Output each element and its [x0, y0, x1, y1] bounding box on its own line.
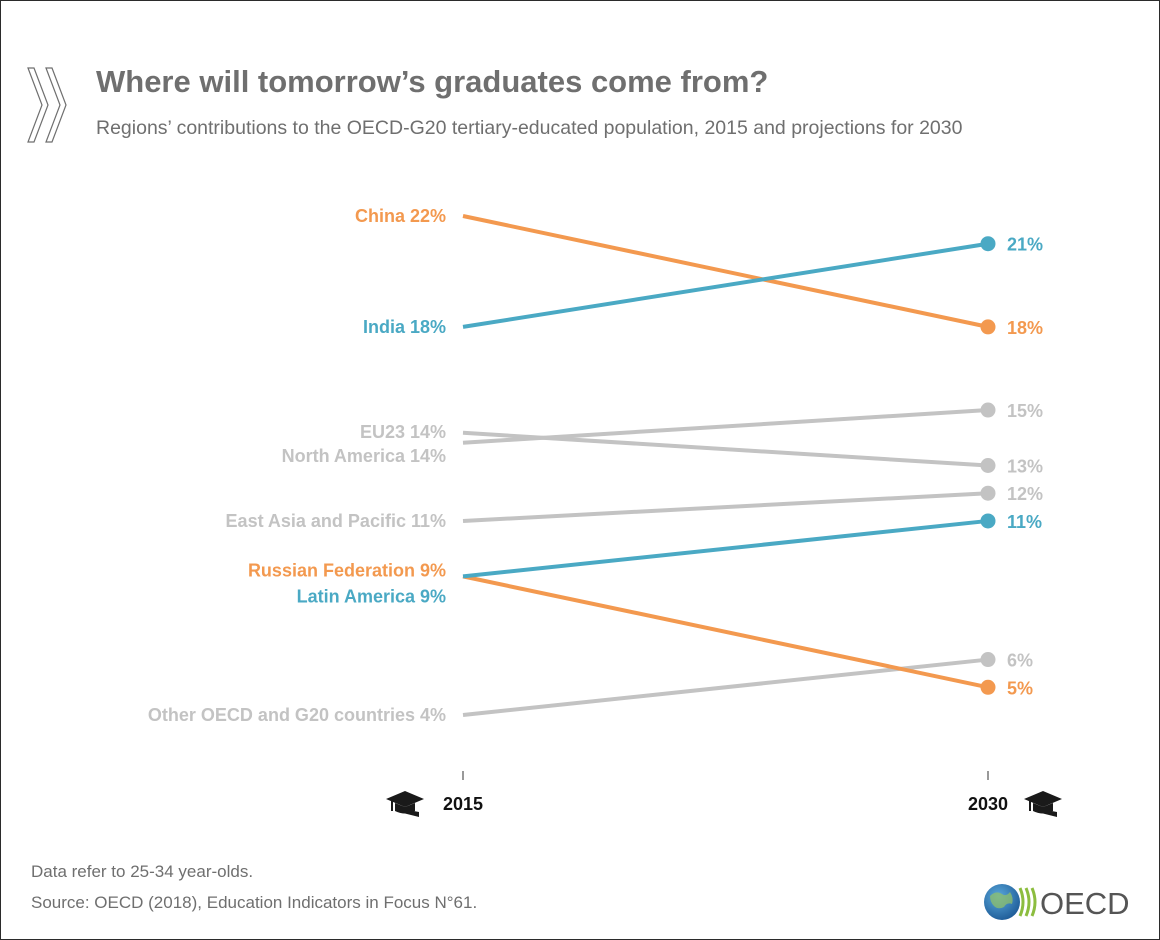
- x-tick-label-2015: 2015: [443, 794, 483, 814]
- x-tick-label-2030: 2030: [968, 794, 1008, 814]
- series-line-russian-federation: [462, 574, 989, 690]
- start-label-east-asia-and-pacific: East Asia and Pacific 11%: [226, 511, 446, 531]
- end-label-eu23: 13%: [1007, 457, 1043, 477]
- series-line-china: [462, 214, 989, 329]
- chart-title: Where will tomorrow’s graduates come fro…: [96, 64, 769, 99]
- series-endpoint-india: [980, 236, 996, 252]
- end-label-east-asia-and-pacific: 12%: [1007, 484, 1043, 504]
- double-chevron-icon: [27, 67, 67, 143]
- end-label-north-america: 15%: [1007, 401, 1043, 421]
- footnote-source: Source: OECD (2018), Education Indicator…: [31, 893, 478, 912]
- graduation-cap-icon: [1024, 791, 1062, 817]
- oecd-logo: OECD: [984, 884, 1130, 921]
- series-line-north-america: [462, 408, 989, 445]
- series-endpoint-east-asia-and-pacific: [980, 485, 996, 501]
- end-label-india: 21%: [1007, 235, 1043, 255]
- series-endpoint-other-oecd-and-g20-countries: [980, 652, 996, 668]
- end-label-china: 18%: [1007, 318, 1043, 338]
- series-endpoint-latin-america: [980, 513, 996, 529]
- series-endpoint-china: [980, 319, 996, 335]
- series-line-east-asia-and-pacific: [462, 491, 989, 523]
- series-endpoint-eu23: [980, 458, 996, 473]
- series-line-india: [462, 241, 989, 329]
- chart-subtitle: Regions’ contributions to the OECD-G20 t…: [96, 117, 963, 139]
- start-label-russian-federation: Russian Federation 9%: [248, 560, 446, 580]
- footnote-data-note: Data refer to 25-34 year-olds.: [31, 862, 254, 881]
- series-line-latin-america: [462, 518, 989, 579]
- end-label-other-oecd-and-g20-countries: 6%: [1007, 651, 1033, 671]
- start-label-other-oecd-and-g20-countries: Other OECD and G20 countries 4%: [148, 705, 446, 725]
- series-endpoint-russian-federation: [980, 679, 996, 695]
- end-label-latin-america: 11%: [1007, 512, 1042, 532]
- start-label-latin-america: Latin America 9%: [297, 586, 446, 606]
- series-line-other-oecd-and-g20-countries: [462, 657, 989, 717]
- start-label-india: India 18%: [363, 317, 446, 337]
- end-label-russian-federation: 5%: [1007, 678, 1033, 698]
- series-endpoint-north-america: [980, 402, 996, 418]
- start-label-north-america: North America 14%: [282, 446, 446, 466]
- graduation-cap-icon: [386, 791, 424, 817]
- svg-text:OECD: OECD: [1040, 886, 1130, 921]
- start-label-eu23: EU23 14%: [360, 422, 446, 442]
- start-label-china: China 22%: [355, 206, 446, 226]
